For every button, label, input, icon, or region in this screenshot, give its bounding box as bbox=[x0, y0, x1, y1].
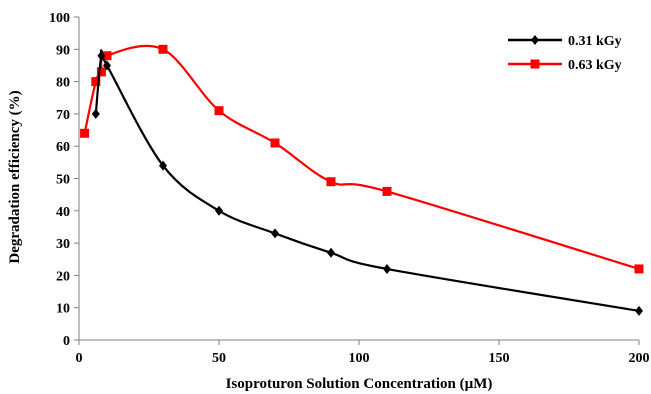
series-0-31-kgy bbox=[91, 49, 643, 316]
data-point bbox=[271, 228, 279, 239]
data-point bbox=[91, 77, 101, 87]
data-point bbox=[158, 44, 168, 54]
data-point bbox=[159, 160, 167, 171]
x-tick-label: 200 bbox=[629, 351, 650, 366]
y-tick-label: 20 bbox=[56, 269, 70, 284]
y-tick-label: 30 bbox=[56, 237, 70, 252]
y-tick-label: 10 bbox=[56, 302, 70, 317]
data-point bbox=[382, 186, 392, 196]
x-tick-label: 0 bbox=[76, 351, 83, 366]
series-layer bbox=[80, 44, 644, 316]
y-tick-label: 40 bbox=[56, 205, 70, 220]
x-tick-label: 50 bbox=[212, 351, 226, 366]
y-tick-label: 100 bbox=[49, 11, 70, 26]
x-axis-title: Isoproturon Solution Concentration (µM) bbox=[226, 376, 493, 392]
data-point bbox=[102, 51, 112, 61]
series-line bbox=[83, 44, 640, 270]
data-point bbox=[96, 67, 106, 77]
x-tick-label: 150 bbox=[489, 351, 510, 366]
x-tick-label: 100 bbox=[349, 351, 370, 366]
legend-marker bbox=[530, 59, 540, 69]
y-tick-label: 80 bbox=[56, 76, 70, 91]
legend-label: 0.31 kGy bbox=[568, 34, 622, 49]
y-tick-label: 70 bbox=[56, 108, 70, 123]
series-line bbox=[94, 49, 640, 313]
series-0-63-kgy bbox=[80, 44, 644, 274]
data-point bbox=[215, 205, 223, 216]
data-point bbox=[91, 108, 100, 119]
data-point bbox=[327, 247, 335, 258]
legend: 0.31 kGy 0.63 kGy bbox=[508, 34, 622, 73]
axes-layer: 0 10 20 30 40 50 60 70 80 90 100 0 50 100 150 200 bbox=[49, 11, 650, 366]
y-tick-label: 60 bbox=[56, 140, 70, 155]
y-axis-title: Degradation efficiency (%) bbox=[7, 90, 23, 263]
legend-label: 0.63 kGy bbox=[568, 58, 622, 73]
data-point bbox=[103, 60, 111, 71]
data-point bbox=[326, 177, 336, 187]
data-point bbox=[80, 128, 90, 138]
legend-marker bbox=[531, 35, 539, 45]
data-point bbox=[635, 305, 643, 316]
data-point bbox=[214, 106, 224, 116]
data-point bbox=[383, 263, 391, 274]
y-tick-label: 0 bbox=[63, 334, 70, 349]
y-tick-label: 90 bbox=[56, 43, 70, 58]
data-point bbox=[270, 138, 280, 148]
y-tick-label: 50 bbox=[56, 173, 70, 188]
data-point bbox=[634, 264, 644, 274]
data-point bbox=[97, 50, 106, 61]
